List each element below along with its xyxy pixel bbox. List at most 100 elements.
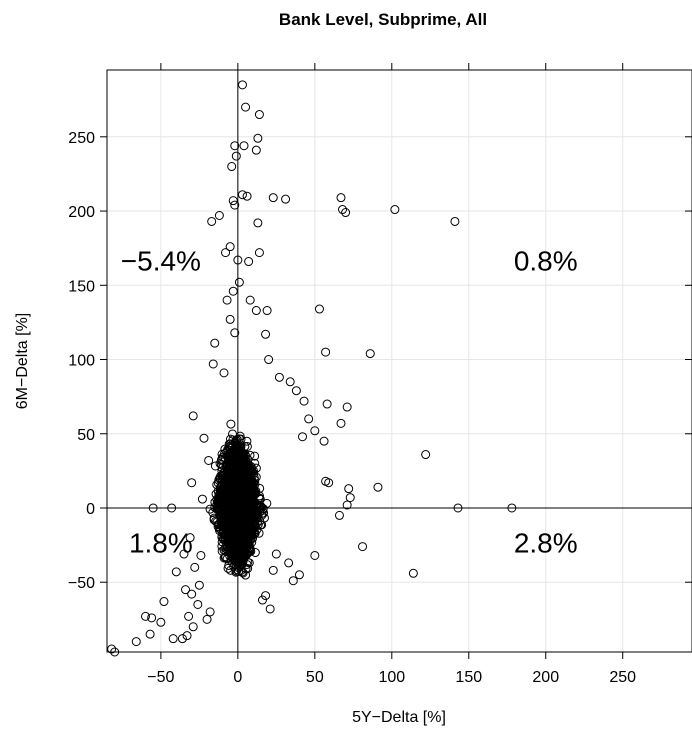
data-point xyxy=(248,481,258,491)
reference-lines xyxy=(107,70,692,652)
data-point xyxy=(450,216,460,226)
data-point xyxy=(241,504,251,514)
data-point xyxy=(257,510,267,520)
data-point xyxy=(231,448,241,458)
data-point xyxy=(319,436,329,446)
y-axis: −50 0 50 100 150 200 250 xyxy=(68,130,692,592)
data-point xyxy=(210,338,220,348)
y-tick-label: 200 xyxy=(68,204,95,221)
x-tick-label: −50 xyxy=(147,669,174,686)
quadrant-label: 1.8% xyxy=(129,528,193,559)
data-point xyxy=(228,531,238,541)
y-tick-label: 250 xyxy=(68,130,95,147)
data-point xyxy=(288,576,298,586)
data-point xyxy=(223,480,233,490)
x-tick-label: 50 xyxy=(306,669,324,686)
data-point xyxy=(310,426,320,436)
data-point xyxy=(304,414,314,424)
data-point xyxy=(251,145,261,155)
data-point xyxy=(234,486,244,495)
data-point xyxy=(159,597,169,607)
data-point xyxy=(218,514,228,524)
data-point xyxy=(342,402,352,412)
data-point xyxy=(188,411,198,421)
y-tick-label: 50 xyxy=(77,427,95,444)
data-point xyxy=(224,461,234,471)
data-point xyxy=(199,433,209,443)
x-tick-label: 200 xyxy=(532,669,559,686)
data-point xyxy=(210,461,220,471)
x-tick-label: 100 xyxy=(378,669,405,686)
data-point xyxy=(336,193,346,203)
quadrant-label: 2.8% xyxy=(514,528,578,559)
chart-title: Bank Level, Subprime, All xyxy=(279,10,487,29)
data-point xyxy=(208,359,218,369)
data-point xyxy=(230,438,240,448)
data-point xyxy=(222,295,232,305)
data-point xyxy=(197,494,207,504)
quadrant-label: 0.8% xyxy=(514,245,578,276)
data-point xyxy=(314,304,324,314)
data-point xyxy=(226,419,236,429)
data-point xyxy=(268,565,278,575)
data-point xyxy=(230,328,240,338)
data-point xyxy=(225,314,235,324)
data-point xyxy=(310,550,320,560)
data-point xyxy=(235,443,245,453)
data-point xyxy=(253,133,263,143)
data-point xyxy=(237,80,247,90)
data-point xyxy=(196,550,206,560)
data-point xyxy=(182,631,192,641)
data-point xyxy=(236,480,246,490)
data-point xyxy=(250,451,260,461)
data-point xyxy=(274,372,284,382)
data-point xyxy=(225,485,235,495)
data-point xyxy=(140,611,150,621)
data-point xyxy=(256,520,266,530)
x-tick-label: 0 xyxy=(233,669,242,686)
data-point xyxy=(262,306,272,316)
data-point xyxy=(237,190,247,200)
data-point xyxy=(358,542,368,552)
x-axis: −50 0 50 100 150 200 250 xyxy=(147,63,636,686)
data-point xyxy=(242,547,252,557)
data-point xyxy=(285,377,295,387)
data-point xyxy=(230,200,240,210)
data-point xyxy=(228,196,238,206)
data-point xyxy=(338,205,348,215)
data-point xyxy=(147,613,157,623)
data-point xyxy=(344,484,354,494)
data-point xyxy=(247,528,257,538)
data-point xyxy=(243,548,253,558)
data-point xyxy=(218,524,228,534)
data-point xyxy=(231,151,241,161)
data-point xyxy=(322,399,332,409)
data-point xyxy=(219,553,229,563)
data-point xyxy=(205,607,215,617)
data-point xyxy=(390,205,400,215)
data-point xyxy=(226,480,236,490)
data-point xyxy=(177,634,187,644)
data-point xyxy=(190,562,200,572)
data-point xyxy=(221,546,231,556)
data-point xyxy=(245,519,255,529)
data-point xyxy=(243,515,253,525)
data-point xyxy=(243,508,253,518)
data-point xyxy=(241,102,251,112)
data-point xyxy=(225,242,235,252)
data-point xyxy=(242,479,252,489)
data-point xyxy=(408,568,418,578)
data-points xyxy=(107,80,517,657)
data-point xyxy=(236,458,246,468)
data-point xyxy=(225,439,235,449)
quadrant-labels: −5.4% 0.8% 1.8% 2.8% xyxy=(121,245,578,558)
y-axis-title: 6M−Delta [%] xyxy=(14,313,31,409)
data-point xyxy=(334,510,344,520)
data-point xyxy=(243,563,253,573)
data-point xyxy=(204,455,214,465)
y-tick-label: 100 xyxy=(68,353,95,370)
data-point xyxy=(236,546,246,556)
data-point xyxy=(185,533,195,543)
data-point xyxy=(207,216,217,226)
